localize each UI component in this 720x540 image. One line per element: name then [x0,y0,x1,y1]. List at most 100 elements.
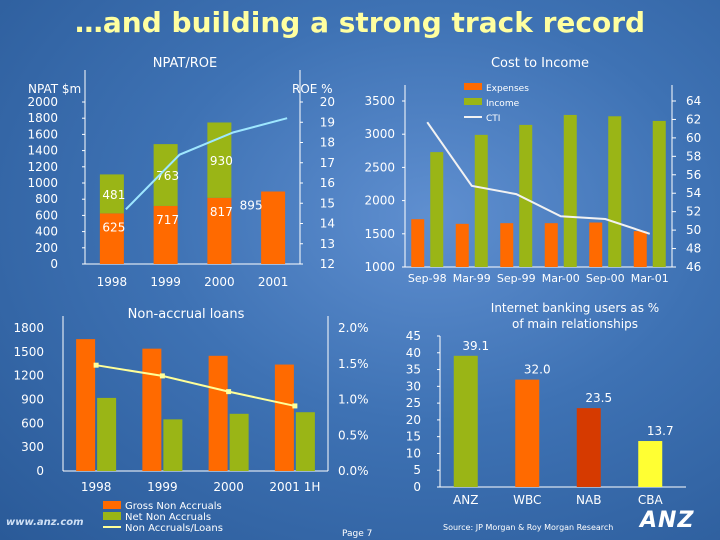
y-tick-label: 25 [406,396,421,410]
y-tick-label: 600 [35,208,58,222]
bar-expenses [633,231,647,267]
source-note: Source: JP Morgan & Roy Morgan Research [443,523,614,532]
legend-label: CTI [486,114,500,124]
y-tick-label: 30 [406,379,421,393]
footer-url: www.anz.com [6,517,84,528]
y2-tick-label: 54 [686,186,701,200]
bar-net [295,412,315,471]
y2-tick-label: 52 [686,205,701,219]
ratio-marker [159,373,165,379]
y-tick-label: 45 [406,329,421,343]
bar-npat-top [99,174,124,214]
y-tick-label: 0 [36,464,44,478]
y-tick-label: 400 [35,225,58,239]
y2-tick-label: 17 [320,156,335,170]
y-tick-label: 2500 [364,160,395,174]
data-label: 39.1 [462,339,489,353]
y2-tick-label: 14 [320,217,335,231]
y-tick-label: 1000 [27,176,58,190]
y-tick-label: 300 [21,440,44,454]
x-tick-label: 2000 [213,480,244,494]
bar-npat-base [153,205,178,264]
y-tick-label: 900 [21,393,44,407]
x-tick-label: 1998 [97,275,128,289]
bar-nab [576,408,601,487]
bar-expenses [411,219,425,267]
y2-tick-label: 56 [686,168,701,182]
bar-expenses [589,222,603,267]
chart-title: Cost to Income [491,56,589,71]
y2-axis-label: ROE % [292,82,333,96]
y2-tick-label: 12 [320,257,335,271]
bar-income [652,120,666,267]
legend-label: Gross Non Accruals [125,501,222,512]
y2-tick-label: 46 [686,260,701,274]
y-tick-label: 0 [50,257,58,271]
y2-tick-label: 19 [320,115,335,129]
x-tick-label: Mar-99 [453,272,491,285]
y-tick-label: 1000 [364,260,395,274]
x-tick-label: Mar-00 [542,272,580,285]
y2-tick-label: 48 [686,242,701,256]
legend-swatch [464,83,482,90]
y-tick-label: 20 [406,413,421,427]
bar-income [430,152,444,267]
y2-tick-label: 0.5% [338,428,369,442]
x-tick-label: 1998 [81,480,112,494]
y-tick-label: 200 [35,241,58,255]
y-tick-label: 1500 [13,345,44,359]
data-label: 930 [210,154,233,168]
chart-title: Internet banking users as % [491,301,659,315]
y2-tick-label: 58 [686,149,701,163]
bar-income [474,134,488,267]
legend-swatch [464,98,482,105]
bar-net [97,397,117,471]
legend-swatch [103,501,121,509]
roe-line [125,117,288,211]
y-tick-label: 35 [406,363,421,377]
x-tick-label: 2001 1H [269,480,320,494]
bar-npat-base [261,191,286,264]
y-tick-label: 40 [406,346,421,360]
x-tick-label: WBC [513,493,541,507]
bar-gross [208,355,228,471]
y2-tick-label: 16 [320,176,335,190]
legend-label: Expenses [486,84,529,94]
y-tick-label: 600 [21,416,44,430]
y-tick-label: 5 [413,463,421,477]
y2-tick-label: 18 [320,136,335,150]
y2-tick-label: 20 [320,95,335,109]
bar-income [563,114,577,267]
bar-npat-base [99,213,124,264]
data-label: 13.7 [647,424,674,438]
y2-tick-label: 15 [320,196,335,210]
bar-income [519,124,533,268]
ratio-marker [93,362,99,368]
ratio-line [95,364,296,407]
y-tick-label: 10 [406,446,421,460]
bar-expenses [455,223,469,267]
y2-tick-label: 60 [686,131,701,145]
y2-tick-label: 50 [686,223,701,237]
legend-swatch [103,512,121,520]
x-tick-label: Sep-98 [408,272,447,285]
y-tick-label: 1800 [27,111,58,125]
y2-tick-label: 62 [686,112,701,126]
ratio-marker [292,403,298,409]
cti-line [426,121,651,235]
data-label: 895 [240,199,263,213]
bar-npat-base [207,197,232,264]
data-label: 717 [156,213,179,227]
y-tick-label: 1200 [13,369,44,383]
y2-tick-label: 2.0% [338,321,369,335]
x-tick-label: Sep-00 [586,272,625,285]
x-tick-label: 1999 [147,480,178,494]
x-tick-label: 2000 [204,275,235,289]
data-label: 23.5 [585,391,612,405]
y2-tick-label: 1.0% [338,393,369,407]
legend-label: Non Accruals/Loans [125,523,223,534]
ratio-marker [226,389,232,395]
bar-anz [453,355,478,487]
chart-title: of main relationships [512,317,638,331]
